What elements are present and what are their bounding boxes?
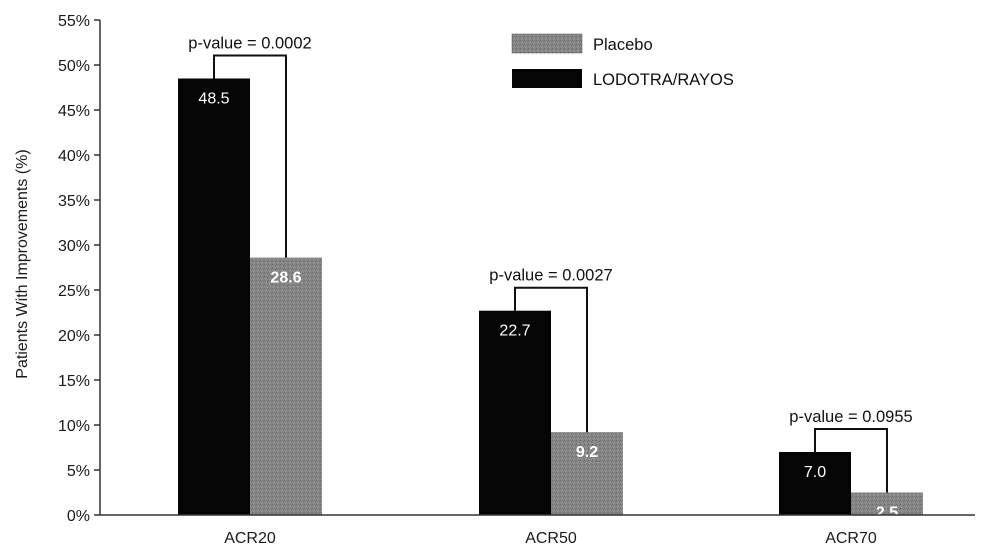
data-label: 48.5 <box>198 91 229 108</box>
p-value-label: p-value = 0.0027 <box>489 267 612 285</box>
y-tick-label: 10% <box>58 418 90 435</box>
y-tick-label: 35% <box>58 193 90 210</box>
x-tick-label: ACR70 <box>825 530 877 547</box>
y-tick-label: 15% <box>58 373 90 390</box>
x-tick-label: ACR50 <box>525 530 577 547</box>
x-tick-label: ACR20 <box>224 530 276 547</box>
bar-lodotra-acr20 <box>178 78 250 515</box>
y-axis-title: Patients With Improvements (%) <box>14 149 31 378</box>
bar-lodotra-acr70 <box>779 452 851 515</box>
p-value-brackets: p-value = 0.0002 p-value = 0.0027 p-value … <box>188 35 913 493</box>
bar-placebo-acr70 <box>851 492 923 515</box>
y-tick-label: 55% <box>58 13 90 30</box>
y-tick-label: 5% <box>67 463 90 480</box>
legend-label-lodotra: LODOTRA/RAYOS <box>593 71 734 89</box>
bar-series: 48.5 22.7 7.0 28.6 9.2 2.5 <box>178 78 923 522</box>
legend-swatch-placebo <box>511 33 583 54</box>
y-tick-label: 40% <box>58 148 90 165</box>
bar-placebo-acr20 <box>250 257 322 515</box>
data-label: 2.5 <box>876 505 898 522</box>
data-label: 28.6 <box>270 270 301 287</box>
p-value-bracket <box>514 286 588 433</box>
bar-lodotra-acr50 <box>479 310 551 515</box>
y-tick-label: 20% <box>58 328 90 345</box>
p-value-bracket <box>814 428 888 493</box>
bar-placebo-acr50 <box>551 432 623 515</box>
y-axis: 0% 5% 10% 15% 20% 25% 30% 35% 40% 45% 50% 55% <box>58 13 101 525</box>
data-label: 22.7 <box>499 323 530 340</box>
p-value-label: p-value = 0.0955 <box>789 408 912 426</box>
p-value-label: p-value = 0.0002 <box>188 35 311 53</box>
y-tick-label: 25% <box>58 283 90 300</box>
p-value-bracket <box>213 54 287 258</box>
legend-swatch-lodotra <box>512 69 582 88</box>
y-tick-label: 45% <box>58 103 90 120</box>
y-tick-label: 0% <box>67 508 90 525</box>
y-tick-label: 50% <box>58 58 90 75</box>
y-tick-label: 30% <box>58 238 90 255</box>
data-label: 9.2 <box>576 444 598 461</box>
x-axis: ACR20 ACR50 ACR70 <box>100 514 975 547</box>
data-label: 7.0 <box>804 464 826 481</box>
legend-label-placebo: Placebo <box>593 36 653 54</box>
legend: Placebo LODOTRA/RAYOS <box>511 33 734 89</box>
